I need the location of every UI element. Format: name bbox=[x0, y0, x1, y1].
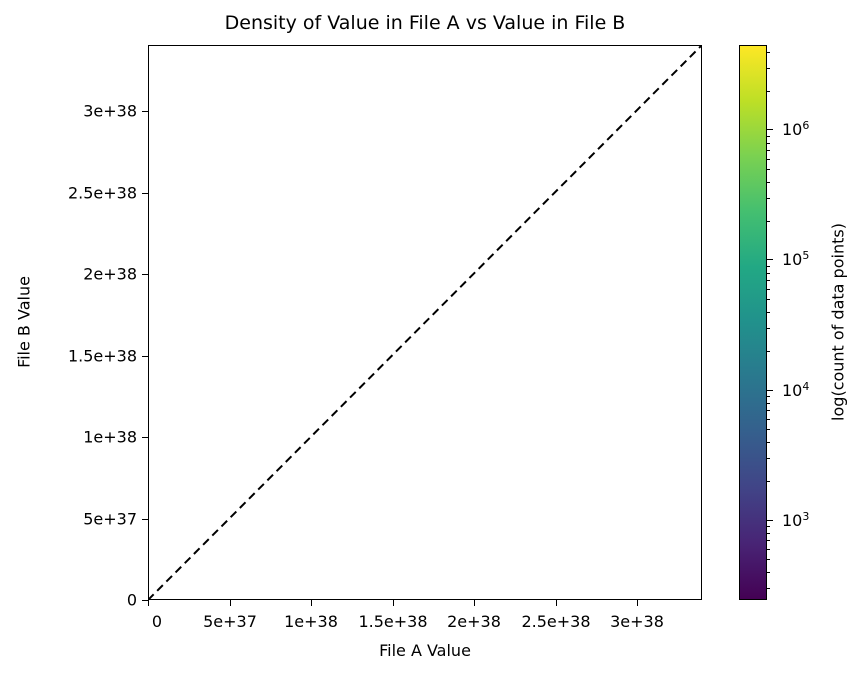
colorbar-tick-label: 105 bbox=[782, 248, 810, 270]
y-tick-mark bbox=[142, 437, 148, 438]
y-tick-mark bbox=[142, 193, 148, 194]
x-tick-label: 2.5e+38 bbox=[521, 612, 591, 631]
colorbar-minor-tick bbox=[767, 572, 770, 573]
colorbar-minor-tick bbox=[767, 289, 770, 290]
colorbar-minor-tick bbox=[767, 533, 770, 534]
x-tick-label: 2e+38 bbox=[447, 612, 501, 631]
x-tick-mark bbox=[393, 600, 394, 606]
colorbar-minor-tick bbox=[767, 419, 770, 420]
colorbar-minor-tick bbox=[767, 150, 770, 151]
reference-diagonal-line bbox=[148, 45, 702, 600]
x-tick-label: 0 bbox=[151, 612, 163, 631]
colorbar-minor-tick bbox=[767, 559, 770, 560]
colorbar-minor-tick bbox=[767, 221, 770, 222]
colorbar-minor-tick bbox=[767, 169, 770, 170]
colorbar bbox=[739, 45, 767, 600]
y-tick-label: 2e+38 bbox=[83, 264, 137, 284]
colorbar-tick-label: 103 bbox=[782, 509, 810, 531]
y-tick-label: 3e+38 bbox=[83, 101, 137, 121]
colorbar-minor-tick bbox=[767, 526, 770, 527]
colorbar-tick-label: 104 bbox=[782, 379, 810, 401]
y-tick-mark bbox=[142, 356, 148, 357]
colorbar-minor-tick bbox=[767, 396, 770, 397]
colorbar-minor-tick bbox=[767, 182, 770, 183]
x-tick-label: 1.5e+38 bbox=[358, 612, 428, 631]
colorbar-minor-tick bbox=[767, 91, 770, 92]
colorbar-minor-tick bbox=[767, 588, 770, 589]
colorbar-minor-tick bbox=[767, 266, 770, 267]
colorbar-minor-tick bbox=[767, 403, 770, 404]
x-tick-mark bbox=[148, 600, 149, 606]
y-tick-label: 5e+37 bbox=[83, 509, 137, 529]
colorbar-minor-tick bbox=[767, 540, 770, 541]
colorbar-minor-tick bbox=[767, 351, 770, 352]
colorbar-minor-tick bbox=[767, 136, 770, 137]
colorbar-minor-tick bbox=[767, 458, 770, 459]
colorbar-tick-label: 106 bbox=[782, 118, 810, 140]
y-tick-label: 1e+38 bbox=[83, 427, 137, 447]
y-tick-label: 1.5e+38 bbox=[67, 346, 137, 366]
x-tick-mark bbox=[230, 600, 231, 606]
y-tick-label: 2.5e+38 bbox=[67, 183, 137, 203]
colorbar-minor-tick bbox=[767, 429, 770, 430]
x-tick-mark bbox=[637, 600, 638, 606]
x-axis-label: File A Value bbox=[379, 641, 471, 660]
colorbar-label: log(count of data points) bbox=[828, 223, 848, 421]
x-tick-mark bbox=[311, 600, 312, 606]
y-axis-label: File B Value bbox=[14, 276, 34, 368]
colorbar-minor-tick bbox=[767, 299, 770, 300]
colorbar-minor-tick bbox=[767, 549, 770, 550]
y-tick-mark bbox=[142, 519, 148, 520]
colorbar-minor-tick bbox=[767, 442, 770, 443]
colorbar-minor-tick bbox=[767, 328, 770, 329]
colorbar-minor-tick bbox=[767, 52, 770, 53]
colorbar-tick-mark bbox=[767, 129, 773, 130]
x-tick-label: 3e+38 bbox=[610, 612, 664, 631]
x-tick-label: 5e+37 bbox=[203, 612, 257, 631]
colorbar-minor-tick bbox=[767, 280, 770, 281]
x-tick-mark bbox=[474, 600, 475, 606]
colorbar-minor-tick bbox=[767, 143, 770, 144]
colorbar-tick-mark bbox=[767, 390, 773, 391]
colorbar-minor-tick bbox=[767, 312, 770, 313]
colorbar-minor-tick bbox=[767, 68, 770, 69]
colorbar-tick-mark bbox=[767, 520, 773, 521]
chart-title: Density of Value in File A vs Value in F… bbox=[224, 12, 626, 34]
x-tick-mark bbox=[556, 600, 557, 606]
colorbar-minor-tick bbox=[767, 481, 770, 482]
y-tick-mark bbox=[142, 111, 148, 112]
colorbar-minor-tick bbox=[767, 273, 770, 274]
colorbar-minor-tick bbox=[767, 198, 770, 199]
y-tick-mark bbox=[142, 274, 148, 275]
colorbar-tick-mark bbox=[767, 259, 773, 260]
colorbar-minor-tick bbox=[767, 410, 770, 411]
y-tick-label: 0 bbox=[126, 590, 137, 610]
x-tick-label: 1e+38 bbox=[284, 612, 338, 631]
colorbar-minor-tick bbox=[767, 159, 770, 160]
y-tick-mark bbox=[142, 600, 148, 601]
